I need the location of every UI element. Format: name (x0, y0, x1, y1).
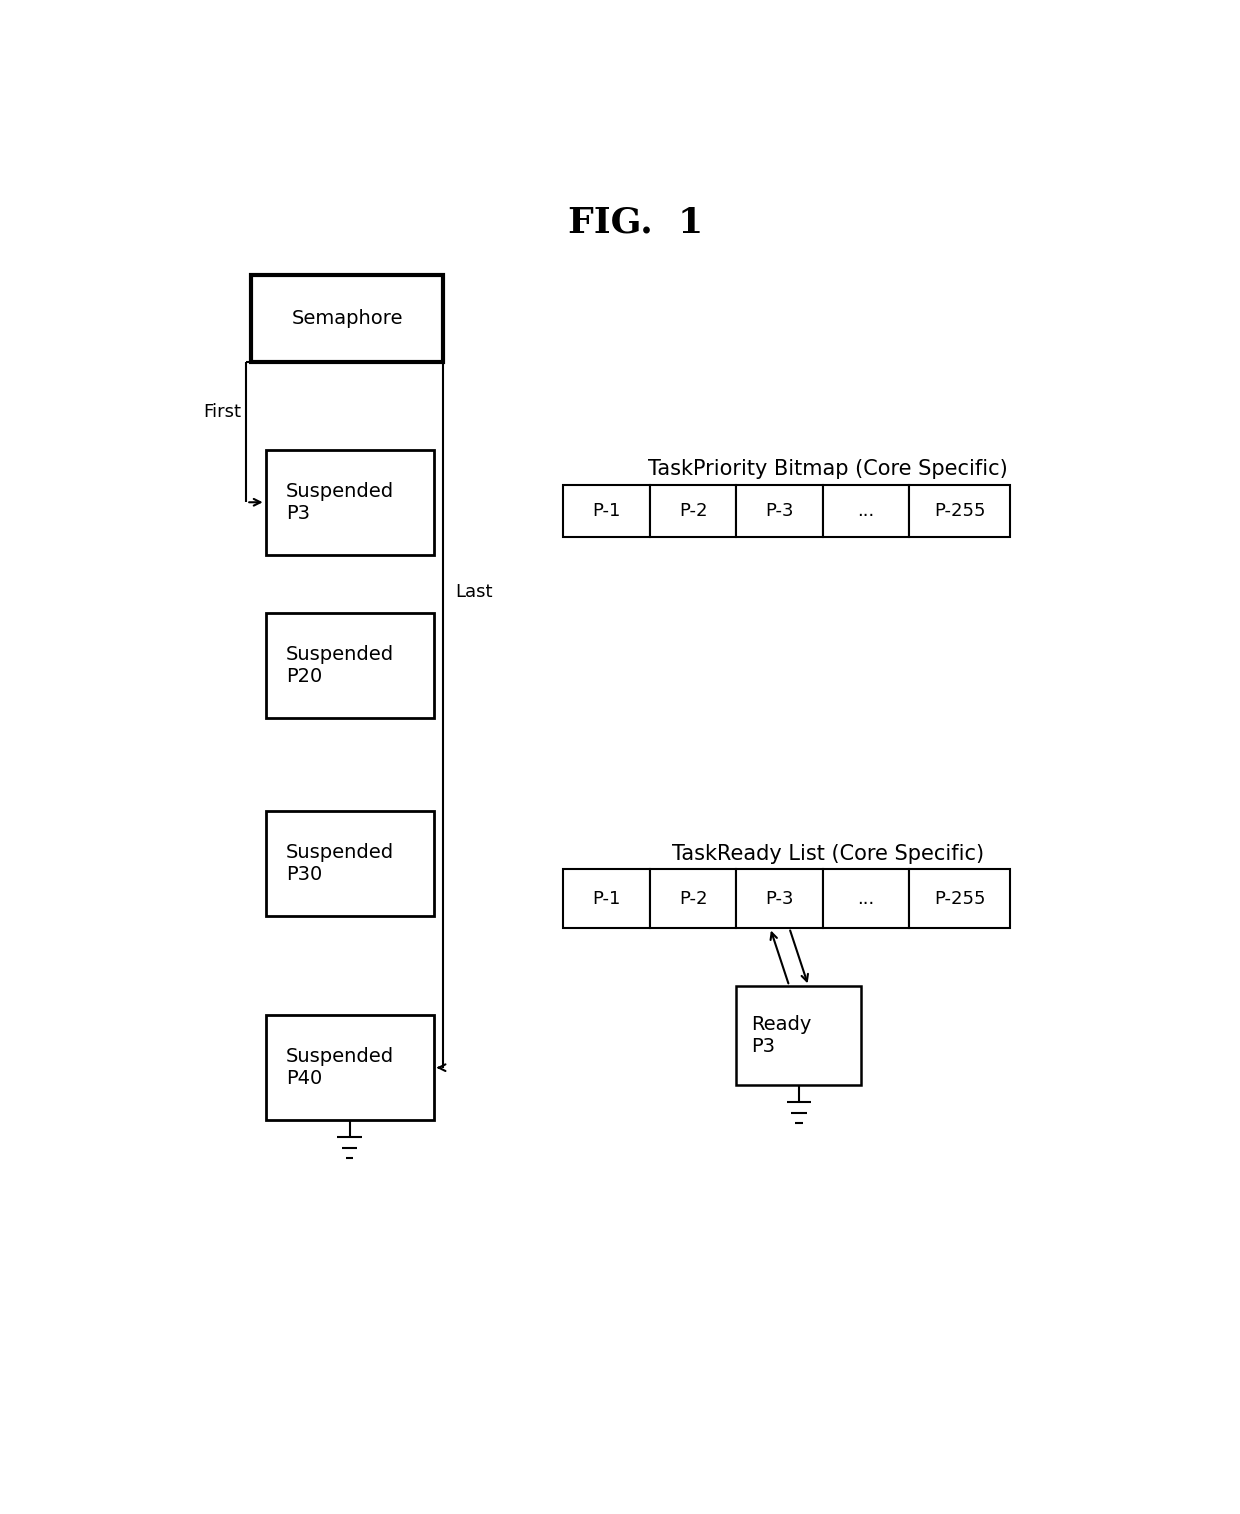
FancyBboxPatch shape (909, 484, 1011, 537)
Text: TaskPriority Bitmap (Core Specific): TaskPriority Bitmap (Core Specific) (647, 459, 1008, 478)
FancyBboxPatch shape (265, 613, 434, 718)
Text: ...: ... (858, 890, 874, 907)
FancyBboxPatch shape (823, 484, 909, 537)
Text: P-3: P-3 (765, 890, 794, 907)
FancyBboxPatch shape (650, 869, 737, 928)
FancyBboxPatch shape (265, 812, 434, 916)
FancyBboxPatch shape (250, 276, 444, 362)
Text: ...: ... (858, 503, 874, 519)
Text: First: First (203, 403, 242, 421)
FancyBboxPatch shape (265, 1016, 434, 1120)
Text: Semaphore: Semaphore (291, 309, 403, 329)
FancyBboxPatch shape (563, 869, 650, 928)
Text: Suspended
P3: Suspended P3 (285, 481, 394, 522)
FancyBboxPatch shape (909, 869, 1011, 928)
FancyBboxPatch shape (737, 986, 862, 1086)
Text: Suspended
P30: Suspended P30 (285, 843, 394, 884)
Text: P-1: P-1 (593, 890, 621, 907)
Text: P-255: P-255 (934, 890, 986, 907)
FancyBboxPatch shape (563, 484, 650, 537)
Text: Last: Last (455, 583, 492, 601)
Text: P-3: P-3 (765, 503, 794, 519)
Text: FIG.  1: FIG. 1 (568, 206, 703, 239)
Text: P-2: P-2 (680, 503, 707, 519)
Text: Ready
P3: Ready P3 (751, 1014, 812, 1057)
FancyBboxPatch shape (265, 450, 434, 554)
Text: P-1: P-1 (593, 503, 621, 519)
Text: TaskReady List (Core Specific): TaskReady List (Core Specific) (672, 843, 983, 863)
Text: Suspended
P20: Suspended P20 (285, 645, 394, 686)
Text: P-255: P-255 (934, 503, 986, 519)
FancyBboxPatch shape (823, 869, 909, 928)
Text: P-2: P-2 (680, 890, 707, 907)
FancyBboxPatch shape (737, 484, 823, 537)
FancyBboxPatch shape (737, 869, 823, 928)
Text: Suspended
P40: Suspended P40 (285, 1048, 394, 1089)
FancyBboxPatch shape (650, 484, 737, 537)
